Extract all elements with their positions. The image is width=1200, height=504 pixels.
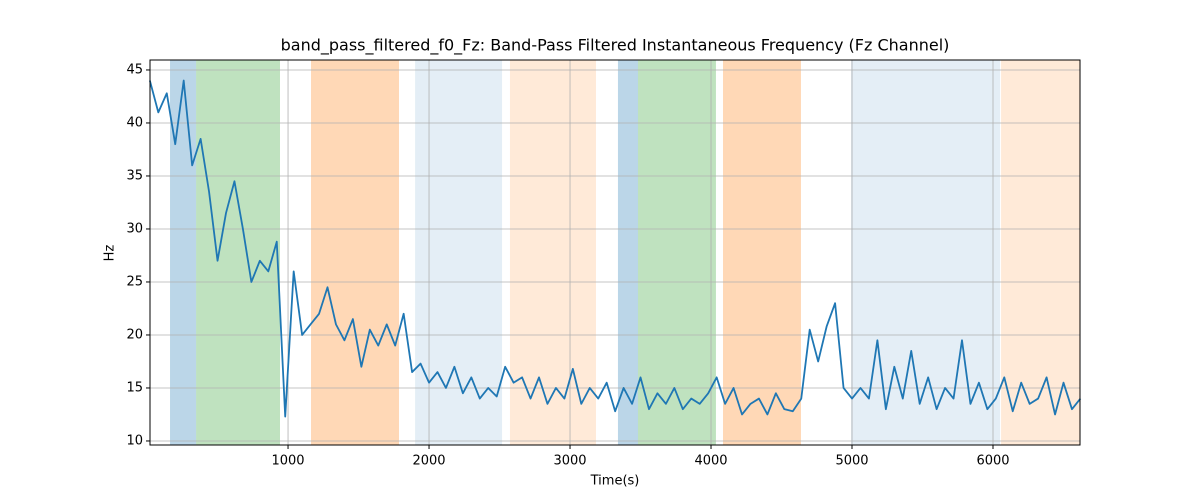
shaded-region [723, 60, 801, 445]
y-tick-label: 15 [126, 380, 143, 395]
shaded-region [637, 60, 716, 445]
shaded-region [170, 60, 197, 445]
x-tick-label: 6000 [976, 454, 1009, 469]
x-tick-label: 3000 [553, 454, 586, 469]
shaded-region [415, 60, 503, 445]
x-tick-label: 5000 [835, 454, 868, 469]
x-tick-label: 4000 [694, 454, 727, 469]
y-tick-label: 10 [126, 433, 143, 448]
x-axis-label: Time(s) [590, 474, 640, 489]
y-tick-label: 35 [126, 168, 143, 183]
y-tick-label: 25 [126, 274, 143, 289]
shaded-region [1001, 60, 1080, 445]
y-tick-label: 45 [126, 62, 143, 77]
x-tick-label: 1000 [271, 454, 304, 469]
shaded-region [196, 60, 280, 445]
shaded-region [617, 60, 638, 445]
y-tick-label: 20 [126, 327, 143, 342]
data-line [148, 79, 1082, 418]
shaded-region [311, 60, 399, 445]
y-tick-label: 30 [126, 221, 143, 236]
y-axis-label: Hz [103, 245, 118, 262]
chart-title: band_pass_filtered_f0_Fz: Band-Pass Filt… [281, 36, 950, 56]
y-tick-label: 40 [126, 115, 143, 130]
shaded-region [509, 60, 596, 445]
shaded-region [851, 60, 1001, 445]
plot-frame [149, 59, 1081, 446]
x-tick-label: 2000 [412, 454, 445, 469]
